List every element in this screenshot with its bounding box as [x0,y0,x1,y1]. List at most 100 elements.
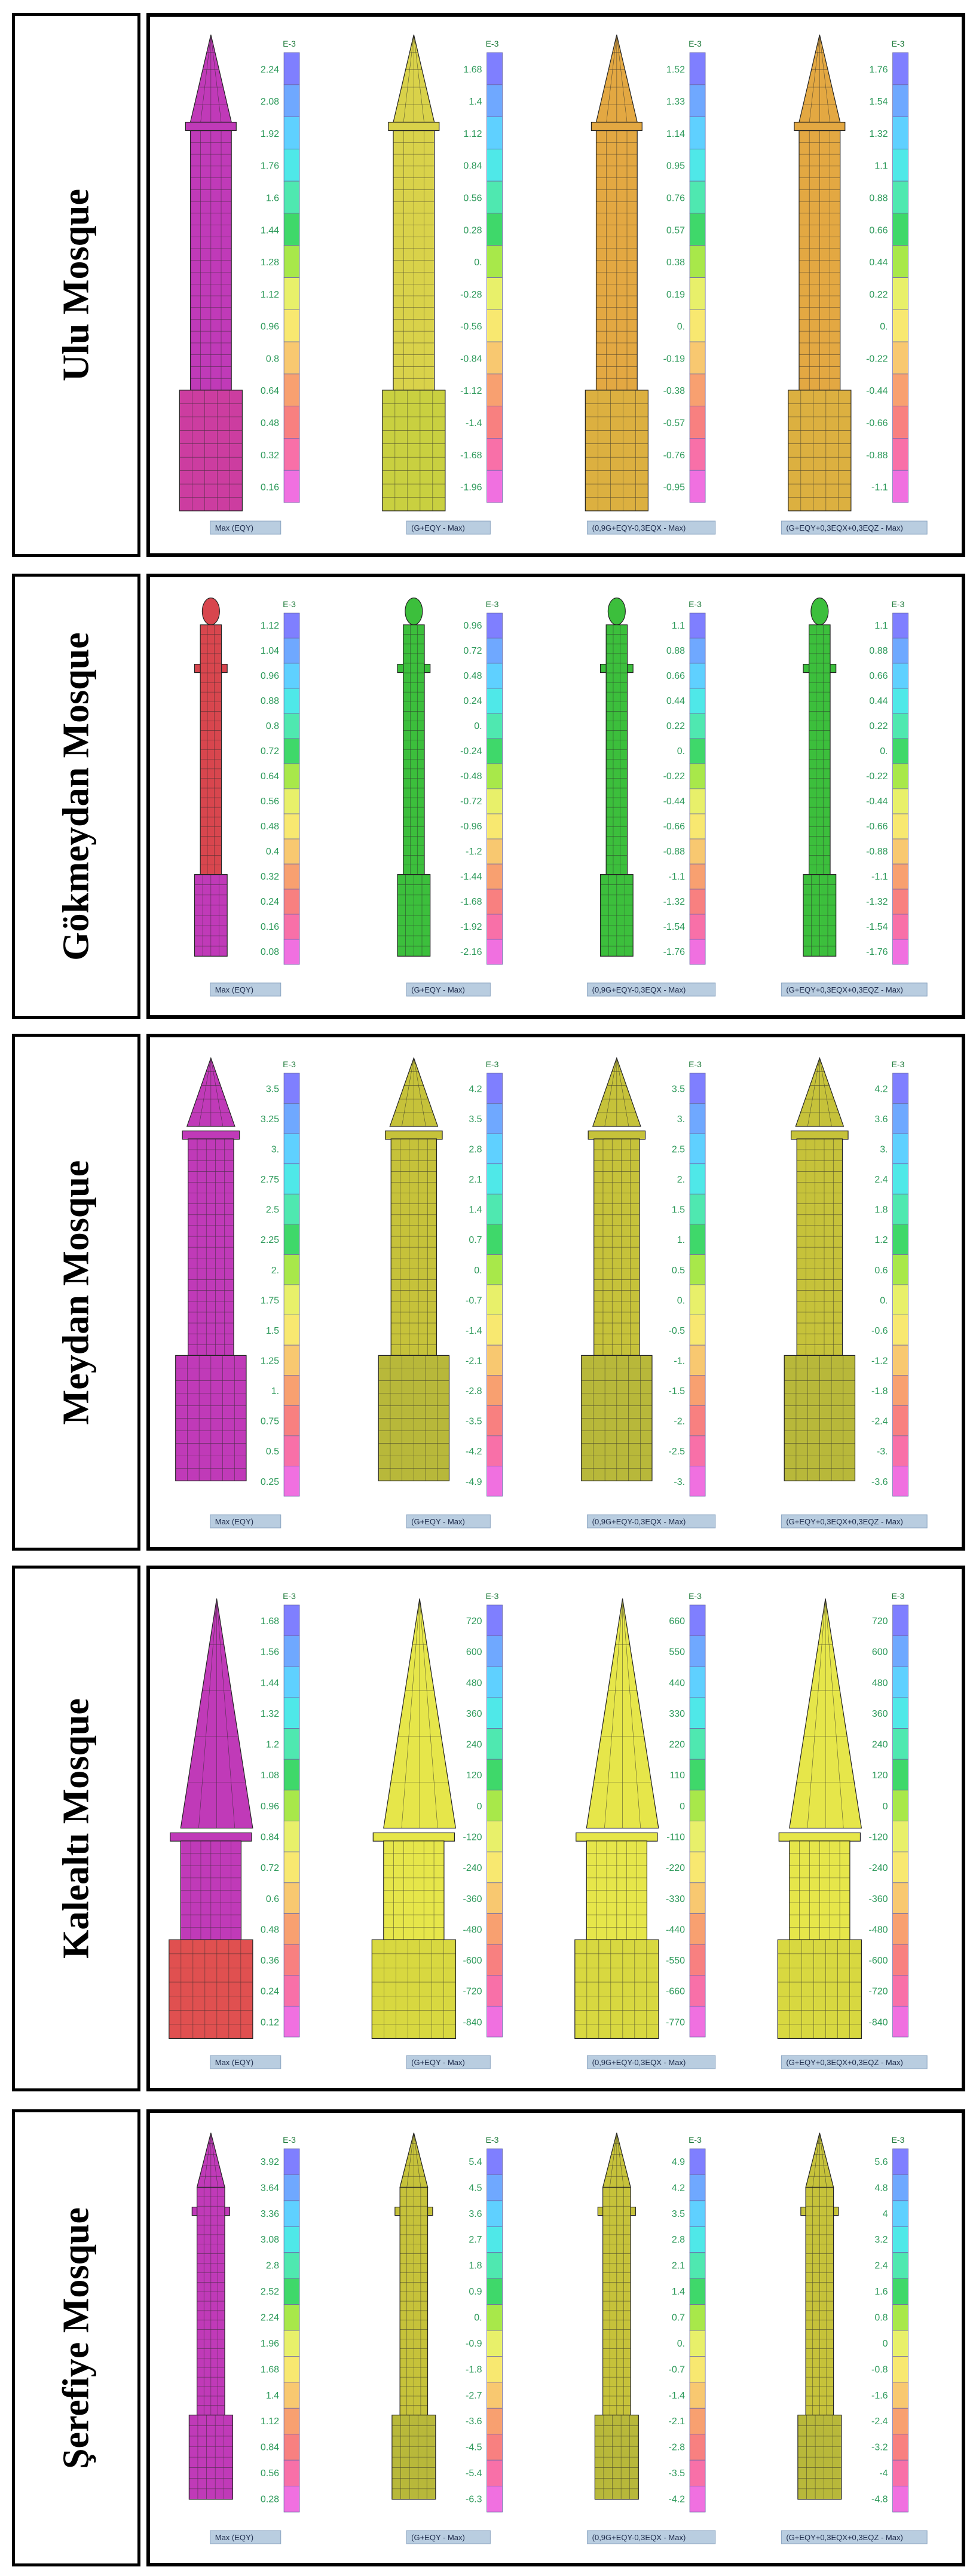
load-case-caption: Max (EQY) [215,2533,253,2542]
colorbar-tick-label: -0.22 [663,771,686,782]
colorbar-tick-label: 1.33 [666,97,685,107]
colorbar-tick-label: -1.2 [466,847,482,857]
colorbar-cell [283,612,300,639]
balcony [372,1832,455,1842]
colorbar-cell [283,1073,300,1104]
colorbar-tick-label: 0.96 [261,322,279,332]
contour-plot: E-3 4.2 3.5 2.8 2.1 1.4 0.7 0. -0.7 -1.4 -2.1 -2.8 -… [378,1056,503,1529]
load-case-chip [587,520,716,535]
scale-exponent: E-3 [892,1059,905,1069]
colorbar-cell [283,1913,300,1945]
colorbar-cell [892,1405,908,1436]
load-case-chip [210,982,282,997]
colorbar-cell [892,2148,908,2175]
colorbar-tick-label: 1.44 [261,1678,279,1688]
colorbar-tick-label: 0 [477,1802,482,1812]
colorbar-cell [283,1851,300,1883]
colorbar-cell [689,1133,706,1165]
colorbar-cell [487,2382,503,2409]
colorbar-cell [487,2486,503,2513]
minaret-shaft-mesh [197,2187,225,2415]
colorbar-tick-label: -1.68 [460,451,482,461]
colorbar-tick-label: 0.12 [261,2017,279,2027]
minaret-shaft-mesh [606,624,628,875]
colorbar-tick-label: -0.5 [668,1326,685,1336]
colorbar-cell [892,1604,908,1637]
colorbar-tick-label: -4.2 [668,2494,685,2504]
colorbar-cell [283,838,300,865]
contour-plot: E-3 1.52 1.33 1.14 0.95 0.76 0.57 0.38 0.19 0. -0.… [585,34,716,535]
load-case-chip [781,982,928,997]
colorbar-cell [689,1224,706,1255]
colorbar-tick-label: 0.24 [261,1987,279,1997]
colorbar-tick-label: -480 [869,1925,888,1935]
colorbar-cell [487,1759,503,1791]
colorbar-tick-label: -480 [463,1925,482,1935]
stress-contour-plots: E-3 2.24 2.08 1.92 1.76 1.6 1.44 1.28 1.12 0.96 0.… [179,34,928,535]
colorbar-tick-label: 0.24 [463,696,482,706]
colorbar-cell [689,663,706,689]
colorbar-cell [487,52,503,85]
colorbar-cell [487,341,503,375]
colorbar-cell [283,1604,300,1637]
colorbar-cell [892,813,908,840]
colorbar-cell [283,2005,300,2038]
colorbar-cell [283,663,300,689]
colorbar-cell [487,713,503,739]
colorbar-cell [487,688,503,714]
colorbar-tick-label: -1.92 [460,922,482,932]
scale-exponent: E-3 [283,39,296,48]
colorbar-tick-label: -2.1 [466,1356,482,1366]
scale-exponent: E-3 [486,1591,499,1601]
colorbar-tick-label: 0. [677,746,685,756]
colorbar-cell [283,1728,300,1760]
colorbar-tick-label: 0.22 [666,721,685,731]
contour-plot: E-3 3.92 3.64 3.36 3.08 2.8 2.52 2.24 1.96 1.68 1.… [188,2133,300,2544]
contour-plot: E-3 1.1 0.88 0.66 0.44 0.22 0. -0.22 -0.44 -0.66 -… [781,598,928,997]
colorbar-tick-label: -1.32 [866,897,888,907]
colorbar-cell [283,1344,300,1376]
colorbar-cell [487,1375,503,1406]
colorbar-cell [487,1163,503,1194]
colorbar-tick-label: 0.48 [463,671,482,681]
colorbar-tick-label: -840 [869,2017,888,2027]
colorbar-tick-label: 2.52 [261,2287,279,2297]
colorbar-cell [892,713,908,739]
contour-plot: E-3 5.4 4.5 3.6 2.7 1.8 0.9 0. -0.9 -1.8 -2.7 -3.6 -… [391,2133,503,2544]
colorbar-tick-label: 0.56 [261,2468,279,2479]
colorbar-cell [283,1375,300,1406]
colorbar-cell [689,2459,706,2486]
colorbar-cell [283,1254,300,1285]
colorbar-cell [892,2459,908,2486]
colorbar-tick-label: -2.8 [466,1386,482,1396]
minaret-base-mesh [378,1355,449,1481]
load-case-chip [210,1514,282,1529]
colorbar-cell [892,889,908,915]
colorbar-tick-label: -3.6 [466,2416,482,2427]
colorbar-cell [487,914,503,940]
colorbar-cell [689,2005,706,2038]
colorbar-cell [283,52,300,85]
spire-mesh [803,35,836,122]
load-case-caption: (G+EQY+0,3EQX+0,3EQZ - Max) [786,1517,902,1526]
colorbar-tick-label: 3. [271,1144,279,1154]
colorbar-cell [689,470,706,503]
row-label-box: Meydan Mosque [12,1034,140,1551]
colorbar-tick-label: 0.16 [261,922,279,932]
scale-exponent: E-3 [283,599,296,609]
colorbar-cell [283,406,300,439]
colorbar-tick-label: -0.57 [663,418,686,428]
colorbar-cell [892,1851,908,1883]
colorbar-cell [283,2459,300,2486]
load-case-chip [781,520,928,535]
colorbar-tick-label: 5.6 [874,2157,888,2167]
colorbar-tick-label: -1.1 [871,872,888,882]
contour-plot: E-3 3.5 3.25 3. 2.75 2.5 2.25 2. 1.75 1.5 1.25 1. 0.… [175,1056,300,1529]
scale-exponent: E-3 [486,39,499,48]
contour-plot: E-3 720 600 480 360 240 120 0 -120 -240 -360 -480 -6… [371,1591,503,2069]
colorbar-cell [487,2278,503,2305]
colorbar-tick-label: -1.4 [668,2391,685,2401]
load-case-chip [406,520,491,535]
colorbar-tick-label: -4.9 [466,1477,482,1487]
colorbar-tick-label: 0.36 [261,1956,279,1966]
